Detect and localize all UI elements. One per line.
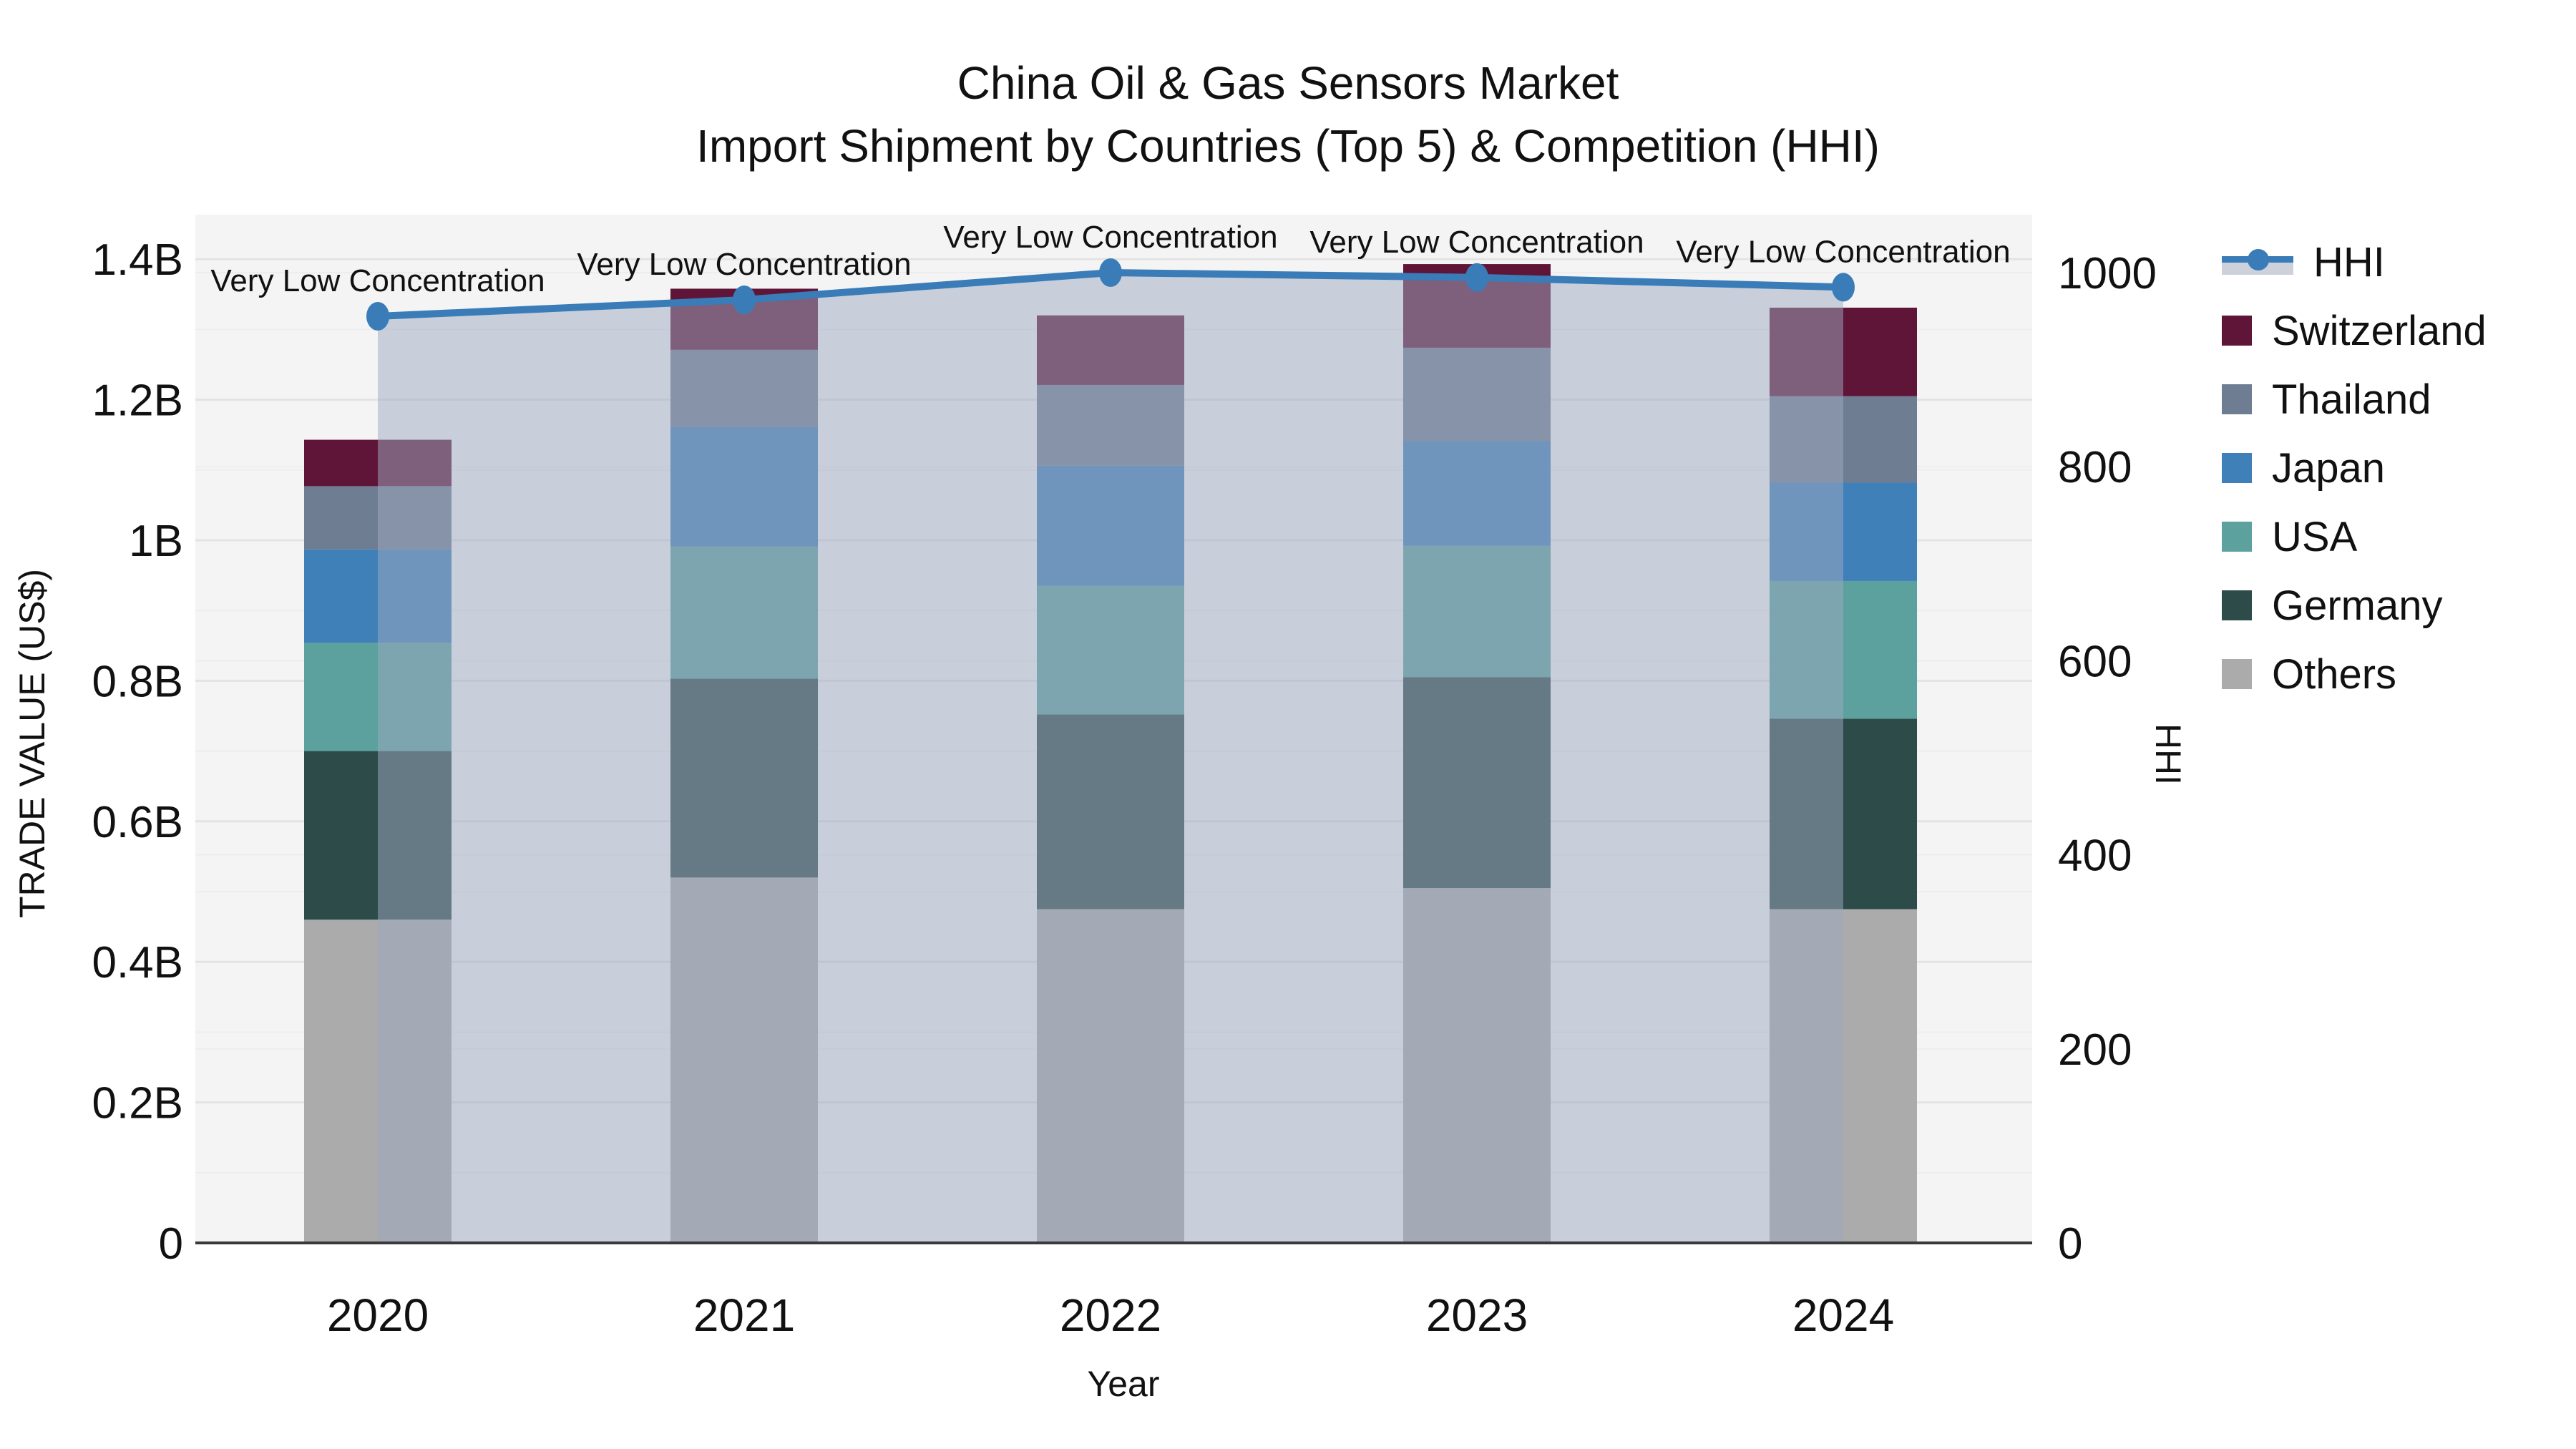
chart-title: China Oil & Gas Sensors Market Import Sh… bbox=[0, 52, 2576, 177]
hhi-area bbox=[378, 273, 1843, 1243]
legend-item-thailand[interactable]: Thailand bbox=[2222, 365, 2487, 434]
y-right-tick-label: 200 bbox=[2058, 1025, 2132, 1075]
y-left-tick-label: 0.6B bbox=[92, 798, 183, 847]
y-axis-title-left: TRADE VALUE (US$) bbox=[12, 568, 52, 919]
hhi-marker-2023[interactable] bbox=[1465, 263, 1488, 292]
legend-swatch-japan bbox=[2222, 453, 2252, 483]
legend-label-others: Others bbox=[2272, 650, 2397, 698]
legend-item-switzerland[interactable]: Switzerland bbox=[2222, 296, 2487, 365]
y-left-tick-label: 1.4B bbox=[92, 235, 183, 285]
hhi-marker-2021[interactable] bbox=[733, 285, 756, 314]
legend-item-others[interactable]: Others bbox=[2222, 640, 2487, 708]
x-tick-label-2020: 2020 bbox=[327, 1289, 429, 1341]
legend: HHI Switzerland Thailand Japan USA Germany Oth… bbox=[2222, 228, 2487, 708]
annotation-2022: Very Low Concentration bbox=[943, 220, 1277, 255]
legend-label-switzerland: Switzerland bbox=[2272, 307, 2487, 354]
x-tick-label-2024: 2024 bbox=[1792, 1289, 1894, 1341]
legend-item-japan[interactable]: Japan bbox=[2222, 434, 2487, 502]
hhi-marker-2020[interactable] bbox=[366, 302, 389, 331]
y-right-tick-label: 600 bbox=[2058, 637, 2132, 686]
x-tick-label-2022: 2022 bbox=[1060, 1289, 1161, 1341]
legend-label-usa: USA bbox=[2272, 513, 2358, 560]
y-left-tick-label: 0.4B bbox=[92, 938, 183, 987]
annotation-2021: Very Low Concentration bbox=[577, 247, 911, 282]
y-left-tick-label: 0 bbox=[159, 1219, 183, 1269]
y-left-tick-label: 1.2B bbox=[92, 376, 183, 426]
hhi-marker-2022[interactable] bbox=[1099, 258, 1122, 287]
legend-swatch-thailand bbox=[2222, 384, 2252, 414]
annotation-2023: Very Low Concentration bbox=[1309, 225, 1644, 260]
legend-swatch-switzerland bbox=[2222, 316, 2252, 346]
legend-label-thailand: Thailand bbox=[2272, 376, 2431, 423]
legend-swatch-germany bbox=[2222, 590, 2252, 620]
x-tick-label-2021: 2021 bbox=[693, 1289, 795, 1341]
legend-line-dot bbox=[2248, 249, 2269, 270]
legend-swatch-others bbox=[2222, 659, 2252, 689]
y-right-tick-label: 400 bbox=[2058, 831, 2132, 881]
annotation-2024: Very Low Concentration bbox=[1676, 234, 2010, 269]
x-axis-title: Year bbox=[1087, 1364, 1160, 1404]
legend-item-hhi[interactable]: HHI bbox=[2222, 228, 2487, 296]
y-right-tick-label: 0 bbox=[2058, 1219, 2082, 1269]
chart-title-line1: China Oil & Gas Sensors Market bbox=[957, 57, 1619, 109]
y-left-tick-label: 1B bbox=[129, 517, 183, 566]
hhi-marker-2024[interactable] bbox=[1832, 273, 1855, 302]
y-right-tick-label: 800 bbox=[2058, 443, 2132, 492]
legend-item-germany[interactable]: Germany bbox=[2222, 571, 2487, 640]
chart-title-line2: Import Shipment by Countries (Top 5) & C… bbox=[696, 120, 1880, 172]
y-left-tick-label: 0.2B bbox=[92, 1079, 183, 1128]
legend-swatch-usa bbox=[2222, 522, 2252, 552]
y-left-tick-label: 0.8B bbox=[92, 657, 183, 706]
annotation-2020: Very Low Concentration bbox=[210, 263, 545, 298]
x-tick-label-2023: 2023 bbox=[1426, 1289, 1528, 1341]
legend-label-hhi: HHI bbox=[2313, 238, 2385, 286]
legend-label-germany: Germany bbox=[2272, 582, 2443, 629]
legend-label-japan: Japan bbox=[2272, 444, 2386, 492]
hhi-line-swatch bbox=[2222, 246, 2293, 278]
y-axis-title-right: HHI bbox=[2148, 723, 2188, 786]
legend-item-usa[interactable]: USA bbox=[2222, 502, 2487, 571]
y-right-tick-label: 1000 bbox=[2058, 249, 2157, 298]
